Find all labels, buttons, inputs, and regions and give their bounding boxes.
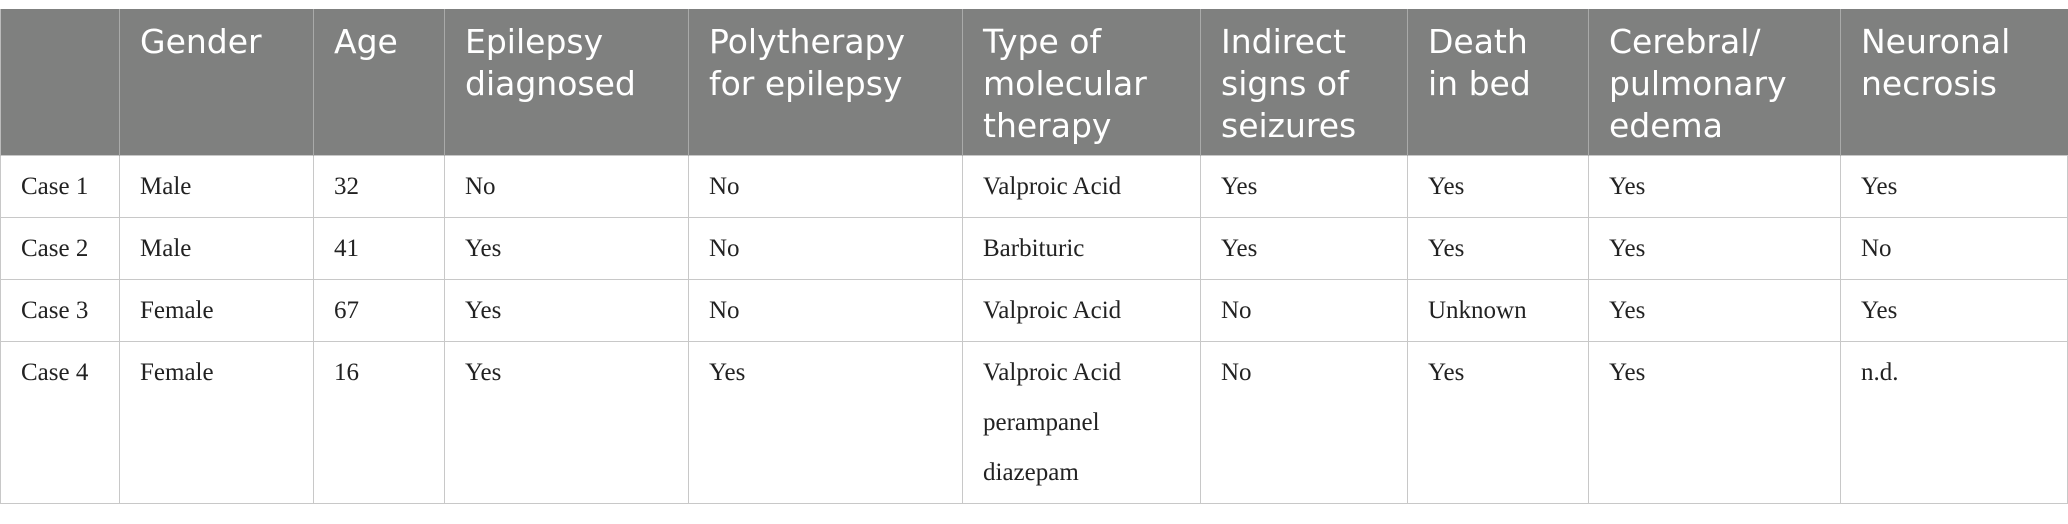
header-cell: Gender — [119, 9, 314, 156]
table-cell: 41 — [313, 217, 445, 280]
table-cell: Female — [119, 341, 314, 504]
table-cell: Unknown — [1407, 279, 1589, 342]
table-cell: Yes — [1588, 279, 1841, 342]
header-cell: Neuronal necrosis — [1840, 9, 2068, 156]
table-cell: Valproic Acid — [962, 155, 1201, 218]
table-cell: Yes — [1407, 217, 1589, 280]
table-cell: Yes — [688, 341, 963, 504]
table-cell: 67 — [313, 279, 445, 342]
table-cell: No — [1200, 341, 1408, 504]
table-row: Case 1 Male 32 No No Valproic Acid Yes Yes Yes Ye… — [0, 155, 2068, 218]
header-cell: Type of molecular therapy — [962, 9, 1201, 156]
table-cell: Yes — [1840, 155, 2068, 218]
table-cell: 32 — [313, 155, 445, 218]
data-table: Gender Age Epilepsy diagnosed Polytherapy f… — [0, 9, 2068, 504]
cell-line: diazepam — [983, 459, 1079, 486]
header-row: Gender Age Epilepsy diagnosed Polytherapy f… — [0, 9, 2068, 156]
header-cell: Cerebral/pulmonary edema — [1588, 9, 1841, 156]
header-cell: Age — [313, 9, 445, 156]
table-cell: Yes — [1200, 217, 1408, 280]
table-cell: Case 1 — [0, 155, 120, 218]
table-row: Case 3 Female 67 Yes No Valproic Acid No Unknow… — [0, 279, 2068, 342]
table-cell: Yes — [1588, 217, 1841, 280]
header-cell: Indirect signs of seizures — [1200, 9, 1408, 156]
cell-line: Valproic Acid — [983, 359, 1122, 386]
table-cell: Yes — [444, 341, 689, 504]
table-cell: Valproic Acid — [962, 279, 1201, 342]
table-cell: Yes — [1840, 279, 2068, 342]
table-cell: No — [688, 217, 963, 280]
table-row: Case 4 Female 16 Yes Yes Valproic Acid perampa… — [0, 341, 2068, 504]
table-row: Case 2 Male 41 Yes No Barbituric Yes Yes Yes No — [0, 217, 2068, 280]
table-cell: 16 — [313, 341, 445, 504]
cell-line: perampanel — [983, 409, 1100, 436]
table-cell: Yes — [1407, 341, 1589, 504]
table-cell: Female — [119, 279, 314, 342]
table-cell: Male — [119, 217, 314, 280]
table-cell: No — [688, 279, 963, 342]
table-cell: No — [1840, 217, 2068, 280]
table-body: Case 1 Male 32 No No Valproic Acid Yes Yes Yes Ye… — [0, 155, 2068, 504]
table-cell: No — [688, 155, 963, 218]
table-cell: Male — [119, 155, 314, 218]
table-cell: Yes — [1588, 155, 1841, 218]
header-cell: Polytherapy for epilepsy — [688, 9, 963, 156]
table-cell: Case 2 — [0, 217, 120, 280]
table-cell: No — [1200, 279, 1408, 342]
table-cell: Yes — [444, 217, 689, 280]
table-cell: Barbituric — [962, 217, 1201, 280]
table-cell: Yes — [1588, 341, 1841, 504]
header-cell: Epilepsy diagnosed — [444, 9, 689, 156]
table-cell: Case 4 — [0, 341, 120, 504]
table-cell: Yes — [444, 279, 689, 342]
table-cell: No — [444, 155, 689, 218]
table-cell: Case 3 — [0, 279, 120, 342]
table-cell: Yes — [1200, 155, 1408, 218]
header-cell — [0, 9, 120, 156]
table-cell: Valproic Acid perampanel diazepam — [962, 341, 1201, 504]
table-cell: Yes — [1407, 155, 1589, 218]
table-cell: n.d. — [1840, 341, 2068, 504]
header-cell: Death in bed — [1407, 9, 1589, 156]
